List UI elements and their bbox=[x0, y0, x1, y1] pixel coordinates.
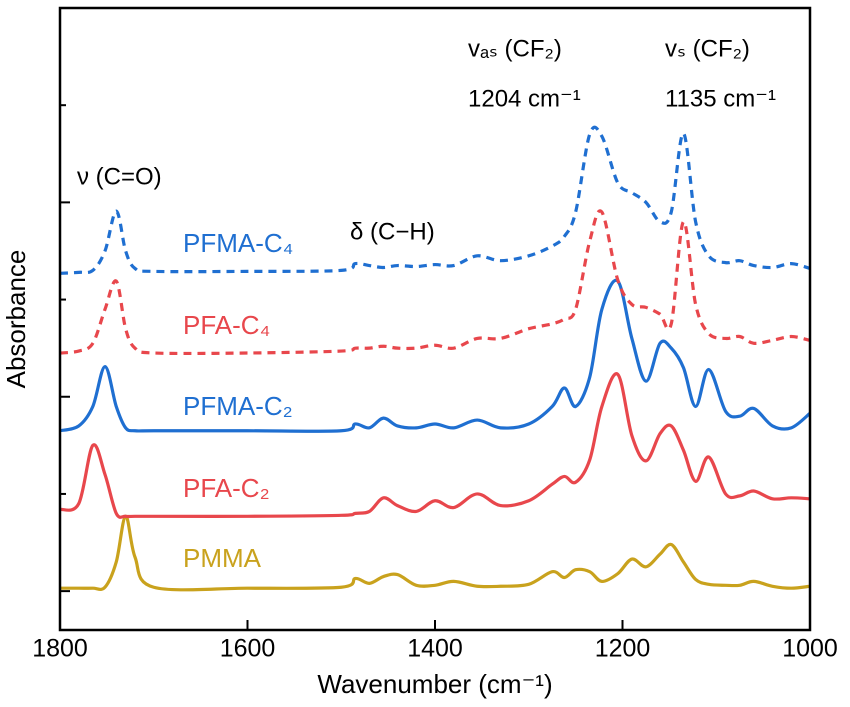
annotation: 1204 cm⁻¹ bbox=[468, 85, 581, 112]
annotation: 1135 cm⁻¹ bbox=[665, 85, 776, 112]
x-tick-label: 1800 bbox=[32, 635, 88, 663]
series-label: PFMA-C₄ bbox=[183, 228, 293, 258]
annotation: δ (C−H) bbox=[350, 218, 435, 245]
x-tick-label: 1200 bbox=[595, 635, 651, 663]
spectrum-line bbox=[59, 278, 812, 433]
series-label: PFA-C₂ bbox=[183, 473, 270, 503]
spectrum-line bbox=[59, 372, 811, 519]
spectrum-line bbox=[59, 125, 811, 275]
plot-frame bbox=[58, 6, 812, 632]
y-axis-label: Absorbance bbox=[1, 250, 31, 389]
annotation: ν (C=O) bbox=[77, 163, 162, 190]
spectrum-line bbox=[59, 209, 811, 356]
series-label: PMMA bbox=[183, 543, 262, 573]
x-tick-label: 1400 bbox=[407, 635, 463, 663]
x-tick-label: 1600 bbox=[220, 635, 276, 663]
annotation: vₛ (CF₂) bbox=[665, 35, 750, 62]
spectrum-line bbox=[60, 514, 811, 592]
series-label: PFA-C₄ bbox=[183, 310, 270, 340]
series-label: PFMA-C₂ bbox=[183, 391, 293, 421]
annotation: vₐₛ (CF₂) bbox=[468, 35, 562, 62]
x-axis-label: Wavenumber (cm⁻¹) bbox=[317, 669, 552, 699]
x-tick-label: 1000 bbox=[782, 635, 838, 663]
